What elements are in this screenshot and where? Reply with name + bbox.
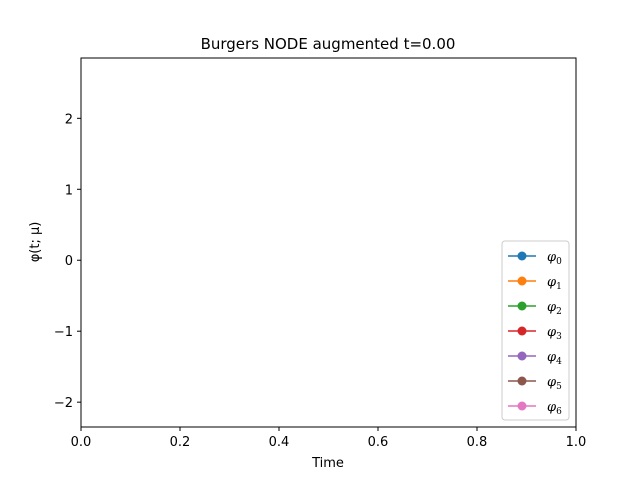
legend-label-6: φ6 xyxy=(547,400,562,417)
legend-label-subscript: 6 xyxy=(556,407,562,417)
x-tick-label: 0.4 xyxy=(269,435,290,450)
legend-label-base: φ xyxy=(547,350,557,365)
legend-marker-3 xyxy=(517,326,527,336)
y-tick-label: 0 xyxy=(65,254,73,269)
x-axis-ticks: 0.0 0.2 0.4 0.6 0.8 1.0 xyxy=(71,427,587,450)
legend-label-2: φ2 xyxy=(547,300,562,317)
plot-background xyxy=(81,58,576,427)
legend-marker-0 xyxy=(517,251,527,261)
x-tick-label: 0.0 xyxy=(71,435,92,450)
legend-marker-1 xyxy=(517,276,527,286)
y-axis-ticks: 2 1 0 −1 −2 xyxy=(54,112,81,411)
legend-label-4: φ4 xyxy=(547,350,562,367)
y-tick-label: 2 xyxy=(65,112,73,127)
chart-title: Burgers NODE augmented t=0.00 xyxy=(201,35,456,53)
legend-label-0: φ0 xyxy=(547,250,562,267)
legend-marker-6 xyxy=(517,401,527,411)
legend-label-base: φ xyxy=(547,400,557,415)
y-axis-label: φ(t; μ) xyxy=(28,222,43,263)
legend-label-base: φ xyxy=(547,275,557,290)
legend-label-base: φ xyxy=(547,325,557,340)
x-tick-label: 0.2 xyxy=(170,435,191,450)
legend-label-subscript: 5 xyxy=(556,382,562,392)
legend-label-subscript: 2 xyxy=(556,307,562,317)
legend-label-3: φ3 xyxy=(547,325,562,342)
legend-label-1: φ1 xyxy=(547,275,562,292)
legend-marker-2 xyxy=(517,301,527,311)
y-tick-label: −1 xyxy=(54,325,73,340)
x-axis-label: Time xyxy=(311,456,344,471)
legend-label-base: φ xyxy=(547,375,557,390)
legend-marker-5 xyxy=(517,376,527,386)
legend-label-5: φ5 xyxy=(547,375,562,392)
x-tick-label: 0.8 xyxy=(467,435,488,450)
legend-label-subscript: 4 xyxy=(556,357,562,367)
y-tick-label: −2 xyxy=(54,396,73,411)
x-tick-label: 1.0 xyxy=(566,435,587,450)
legend-label-subscript: 0 xyxy=(556,257,562,267)
y-tick-label: 1 xyxy=(65,183,73,198)
axes-frame xyxy=(80,57,577,428)
legend-label-subscript: 3 xyxy=(556,332,562,342)
plot-area xyxy=(81,58,576,427)
x-tick-label: 0.6 xyxy=(368,435,389,450)
legend-label-subscript: 1 xyxy=(556,282,562,292)
legend-label-base: φ xyxy=(547,300,557,315)
legend-label-base: φ xyxy=(547,250,557,265)
legend-marker-4 xyxy=(517,351,527,361)
